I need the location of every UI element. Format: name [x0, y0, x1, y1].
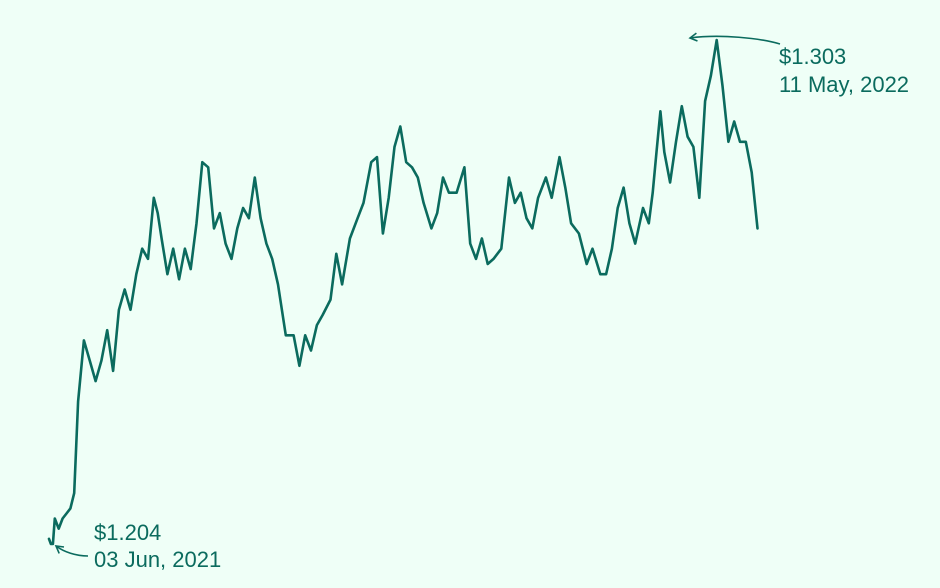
series-line-0 — [47, 38, 759, 546]
peak-value-label: $1.303 — [779, 44, 846, 69]
series-layer — [47, 38, 759, 546]
start-value-label: $1.204 — [94, 520, 161, 545]
annotation-layer: $1.303 11 May, 2022 $1.204 03 Jun, 2021 — [54, 32, 909, 572]
start-annotation-arrow — [54, 545, 89, 557]
start-date-label: 03 Jun, 2021 — [94, 547, 221, 572]
peak-date-label: 11 May, 2022 — [779, 72, 909, 97]
peak-annotation-arrow — [688, 32, 781, 45]
